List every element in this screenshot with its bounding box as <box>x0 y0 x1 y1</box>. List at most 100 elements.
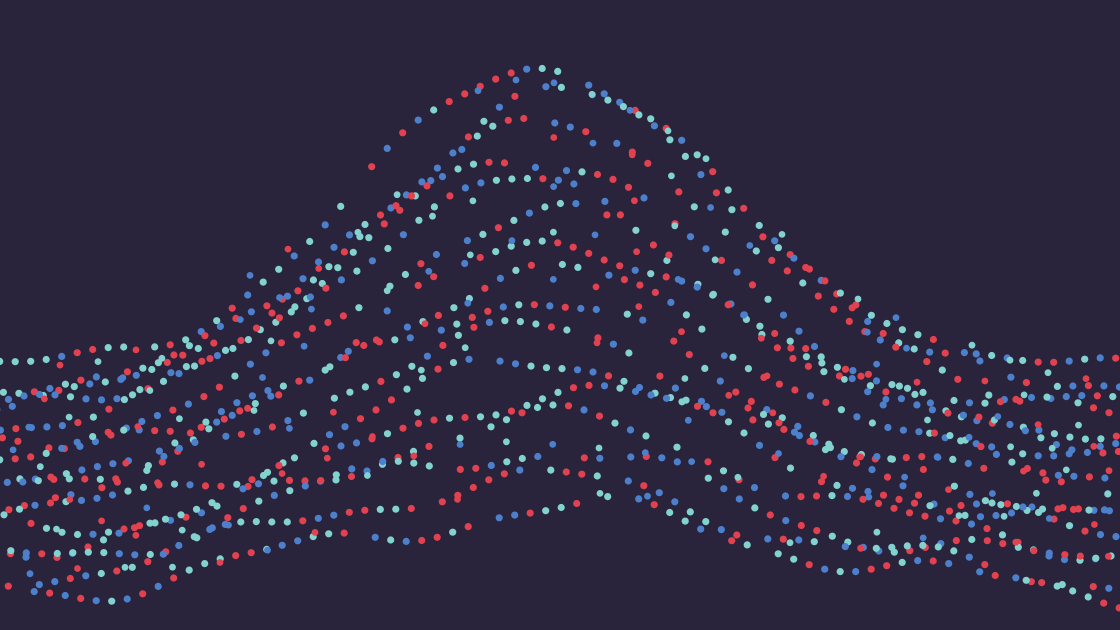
dot <box>764 295 772 303</box>
dot <box>554 176 563 184</box>
dot <box>1050 358 1058 366</box>
dot <box>769 409 777 417</box>
dot <box>291 303 299 311</box>
dot <box>508 237 516 245</box>
dot <box>961 511 969 519</box>
dot <box>499 303 507 311</box>
dot <box>321 221 329 229</box>
dot <box>341 354 349 362</box>
dot <box>1053 582 1061 590</box>
dot <box>926 348 934 356</box>
dot <box>154 582 162 591</box>
dot <box>121 563 129 571</box>
dot <box>624 183 633 191</box>
dot <box>977 443 985 451</box>
dot <box>361 506 369 514</box>
dot <box>136 386 144 394</box>
dot <box>197 423 205 431</box>
dot <box>494 224 502 232</box>
dot <box>640 194 648 202</box>
dot <box>848 375 856 383</box>
dot <box>650 122 659 130</box>
dot <box>511 360 520 368</box>
dot <box>423 352 431 360</box>
dot <box>325 263 333 271</box>
dot <box>981 497 990 505</box>
dot <box>910 499 919 507</box>
dot <box>66 574 74 583</box>
dot <box>113 567 121 575</box>
dot <box>989 490 996 497</box>
dot <box>616 384 624 392</box>
dot <box>895 495 903 503</box>
dot <box>375 338 383 346</box>
dot <box>1100 506 1109 514</box>
dot <box>115 529 123 537</box>
dot <box>592 283 600 291</box>
dot <box>843 492 852 501</box>
dot <box>225 521 232 529</box>
dot <box>263 302 271 310</box>
dot <box>1083 448 1091 457</box>
dot <box>662 394 671 402</box>
dot <box>387 536 395 544</box>
dot <box>782 517 790 525</box>
dot <box>662 273 670 281</box>
dot <box>790 428 799 436</box>
dot <box>213 317 221 325</box>
dot <box>403 385 411 393</box>
dot <box>113 478 121 486</box>
dot <box>573 366 582 374</box>
dot <box>702 155 710 163</box>
dot <box>868 419 877 427</box>
dot <box>449 149 457 157</box>
dot <box>340 248 348 256</box>
dot <box>549 276 557 283</box>
dot <box>902 454 910 462</box>
dot <box>1061 551 1069 559</box>
dot <box>865 493 873 501</box>
dot <box>836 289 845 297</box>
dot <box>863 328 871 336</box>
dot <box>19 478 27 486</box>
dot <box>251 400 259 408</box>
dot <box>202 418 210 426</box>
dot <box>51 578 59 586</box>
dot <box>1112 440 1120 448</box>
dot <box>799 279 807 287</box>
dot <box>15 505 24 513</box>
dot <box>929 557 937 565</box>
dot <box>485 318 493 326</box>
dot <box>270 477 278 485</box>
dot <box>1078 392 1086 400</box>
dot <box>1096 354 1104 362</box>
dot <box>1096 531 1105 539</box>
dot <box>120 343 128 351</box>
dot <box>131 551 139 559</box>
dot <box>747 397 755 405</box>
dot <box>246 272 254 279</box>
dot <box>418 536 426 545</box>
dot <box>859 495 867 503</box>
dot <box>915 428 923 436</box>
dot <box>818 359 826 367</box>
dot <box>179 351 187 359</box>
dot <box>124 487 132 495</box>
dot <box>551 119 559 127</box>
dot <box>994 413 1002 420</box>
dot <box>34 477 42 485</box>
dot <box>160 452 168 461</box>
dot <box>317 477 325 485</box>
dot <box>913 401 921 409</box>
dot <box>73 349 81 357</box>
dot <box>286 425 293 432</box>
dot <box>1030 547 1038 555</box>
dot <box>873 360 880 368</box>
dot <box>924 416 931 424</box>
dot <box>744 404 752 412</box>
dot <box>78 466 86 474</box>
dot <box>463 237 471 245</box>
dot <box>495 103 503 111</box>
dot <box>372 406 380 414</box>
dot <box>50 475 58 483</box>
